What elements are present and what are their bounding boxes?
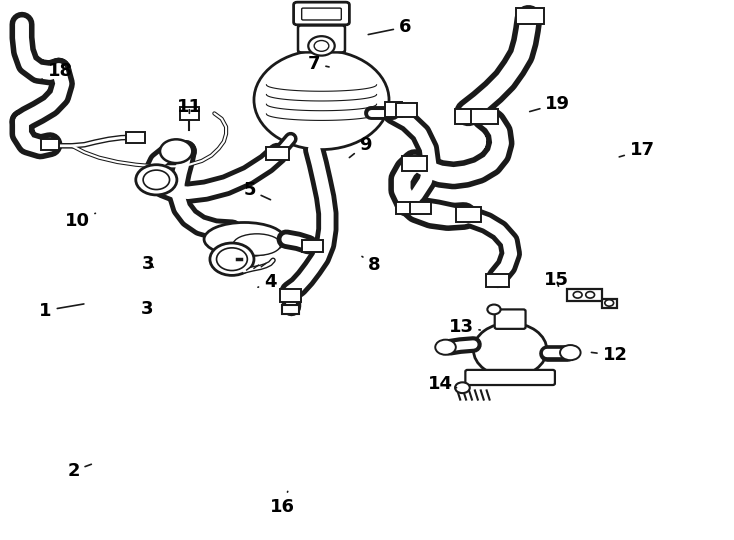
- FancyBboxPatch shape: [456, 207, 481, 222]
- FancyBboxPatch shape: [126, 132, 145, 143]
- FancyBboxPatch shape: [396, 202, 416, 214]
- Circle shape: [314, 40, 329, 51]
- Text: 4: 4: [258, 273, 277, 291]
- FancyBboxPatch shape: [180, 107, 199, 120]
- Circle shape: [210, 243, 254, 275]
- Text: 19: 19: [530, 94, 570, 113]
- Circle shape: [560, 345, 581, 360]
- Circle shape: [160, 139, 192, 163]
- Text: 3: 3: [142, 254, 155, 273]
- Text: 1: 1: [39, 301, 84, 320]
- Text: 18: 18: [40, 62, 73, 80]
- Text: 7: 7: [308, 55, 329, 73]
- FancyBboxPatch shape: [495, 309, 526, 329]
- Circle shape: [435, 340, 456, 355]
- Text: 6: 6: [368, 18, 412, 36]
- FancyBboxPatch shape: [385, 102, 402, 117]
- Circle shape: [455, 382, 470, 393]
- Circle shape: [573, 292, 582, 298]
- Text: 12: 12: [592, 346, 628, 364]
- Ellipse shape: [233, 234, 280, 255]
- FancyBboxPatch shape: [280, 289, 301, 302]
- Text: 15: 15: [544, 271, 569, 289]
- FancyBboxPatch shape: [410, 202, 431, 214]
- Text: 11: 11: [177, 98, 202, 116]
- Circle shape: [143, 170, 170, 190]
- Text: 14: 14: [428, 375, 457, 394]
- FancyBboxPatch shape: [402, 156, 427, 171]
- Text: 10: 10: [65, 212, 95, 231]
- Circle shape: [487, 305, 501, 314]
- FancyBboxPatch shape: [294, 2, 349, 25]
- Text: 16: 16: [270, 491, 295, 516]
- FancyBboxPatch shape: [465, 370, 555, 385]
- Circle shape: [586, 292, 595, 298]
- FancyBboxPatch shape: [471, 109, 498, 124]
- Polygon shape: [567, 289, 617, 308]
- FancyBboxPatch shape: [41, 139, 59, 150]
- Circle shape: [473, 323, 547, 377]
- Circle shape: [136, 165, 177, 195]
- FancyBboxPatch shape: [298, 25, 345, 52]
- Circle shape: [605, 300, 614, 306]
- Text: 13: 13: [448, 318, 480, 336]
- Circle shape: [217, 248, 247, 271]
- Ellipse shape: [204, 222, 285, 256]
- FancyBboxPatch shape: [455, 109, 482, 124]
- FancyBboxPatch shape: [486, 274, 509, 287]
- Text: 17: 17: [619, 141, 655, 159]
- FancyBboxPatch shape: [302, 240, 323, 252]
- FancyBboxPatch shape: [282, 305, 299, 314]
- FancyBboxPatch shape: [396, 103, 417, 117]
- Circle shape: [254, 50, 389, 150]
- FancyBboxPatch shape: [266, 147, 288, 160]
- FancyBboxPatch shape: [302, 8, 341, 20]
- Text: 8: 8: [362, 255, 381, 274]
- Text: 9: 9: [349, 136, 372, 158]
- Text: 5: 5: [243, 181, 271, 200]
- FancyBboxPatch shape: [516, 8, 544, 24]
- Circle shape: [308, 36, 335, 56]
- Text: 2: 2: [67, 462, 91, 480]
- Text: 3: 3: [140, 300, 153, 318]
